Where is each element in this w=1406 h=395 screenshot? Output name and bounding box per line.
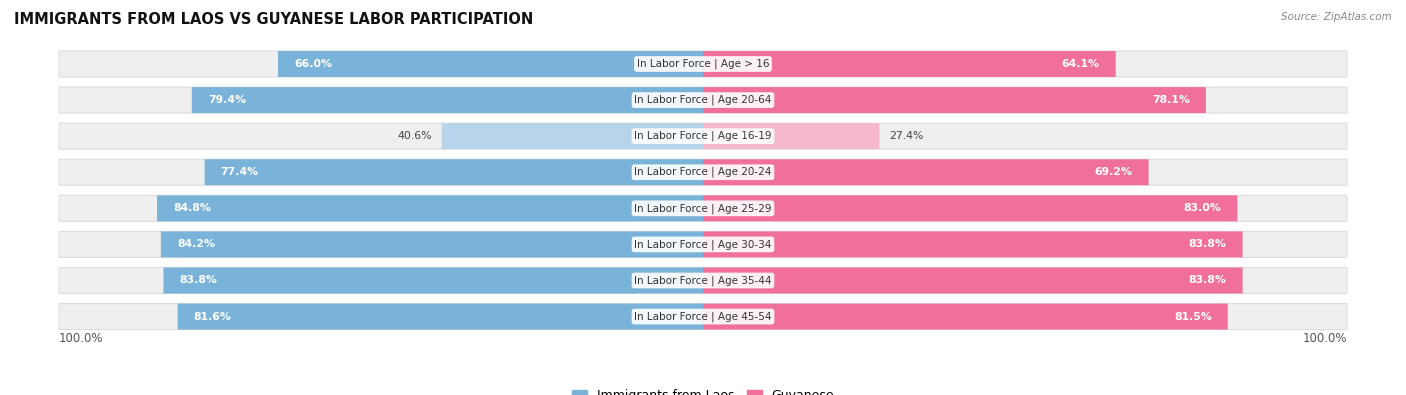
Text: 81.6%: 81.6% [194, 312, 232, 322]
Text: 78.1%: 78.1% [1152, 95, 1189, 105]
Text: 84.2%: 84.2% [177, 239, 215, 249]
Text: 69.2%: 69.2% [1094, 167, 1132, 177]
Legend: Immigrants from Laos, Guyanese: Immigrants from Laos, Guyanese [567, 384, 839, 395]
Text: In Labor Force | Age 35-44: In Labor Force | Age 35-44 [634, 275, 772, 286]
Text: In Labor Force | Age 20-24: In Labor Force | Age 20-24 [634, 167, 772, 177]
FancyBboxPatch shape [278, 51, 703, 77]
Text: 79.4%: 79.4% [208, 95, 246, 105]
Text: In Labor Force | Age 25-29: In Labor Force | Age 25-29 [634, 203, 772, 214]
Text: 100.0%: 100.0% [59, 332, 104, 345]
FancyBboxPatch shape [59, 231, 1347, 258]
Text: In Labor Force | Age 30-34: In Labor Force | Age 30-34 [634, 239, 772, 250]
FancyBboxPatch shape [441, 123, 703, 149]
Text: 84.8%: 84.8% [173, 203, 211, 213]
FancyBboxPatch shape [177, 304, 703, 329]
FancyBboxPatch shape [703, 231, 1243, 258]
Text: 27.4%: 27.4% [889, 131, 924, 141]
Text: 64.1%: 64.1% [1062, 59, 1099, 69]
FancyBboxPatch shape [703, 123, 879, 149]
FancyBboxPatch shape [703, 159, 1149, 185]
Text: IMMIGRANTS FROM LAOS VS GUYANESE LABOR PARTICIPATION: IMMIGRANTS FROM LAOS VS GUYANESE LABOR P… [14, 12, 533, 27]
FancyBboxPatch shape [59, 123, 1347, 149]
Text: 77.4%: 77.4% [221, 167, 259, 177]
FancyBboxPatch shape [59, 51, 1347, 77]
Text: 66.0%: 66.0% [294, 59, 332, 69]
Text: 40.6%: 40.6% [398, 131, 432, 141]
FancyBboxPatch shape [59, 304, 1347, 329]
Text: In Labor Force | Age 16-19: In Labor Force | Age 16-19 [634, 131, 772, 141]
Text: Source: ZipAtlas.com: Source: ZipAtlas.com [1281, 12, 1392, 22]
FancyBboxPatch shape [157, 196, 703, 221]
Text: 100.0%: 100.0% [1302, 332, 1347, 345]
FancyBboxPatch shape [703, 87, 1206, 113]
FancyBboxPatch shape [703, 196, 1237, 221]
Text: 81.5%: 81.5% [1174, 312, 1212, 322]
FancyBboxPatch shape [160, 231, 703, 258]
Text: In Labor Force | Age 20-64: In Labor Force | Age 20-64 [634, 95, 772, 105]
FancyBboxPatch shape [703, 267, 1243, 293]
FancyBboxPatch shape [205, 159, 703, 185]
FancyBboxPatch shape [59, 87, 1347, 113]
Text: 83.8%: 83.8% [1188, 239, 1226, 249]
FancyBboxPatch shape [703, 51, 1116, 77]
Text: 83.8%: 83.8% [1188, 275, 1226, 286]
Text: 83.8%: 83.8% [180, 275, 218, 286]
FancyBboxPatch shape [59, 196, 1347, 221]
FancyBboxPatch shape [703, 304, 1227, 329]
Text: 83.0%: 83.0% [1184, 203, 1222, 213]
Text: In Labor Force | Age > 16: In Labor Force | Age > 16 [637, 59, 769, 69]
FancyBboxPatch shape [191, 87, 703, 113]
FancyBboxPatch shape [163, 267, 703, 293]
Text: In Labor Force | Age 45-54: In Labor Force | Age 45-54 [634, 311, 772, 322]
FancyBboxPatch shape [59, 159, 1347, 185]
FancyBboxPatch shape [59, 267, 1347, 293]
